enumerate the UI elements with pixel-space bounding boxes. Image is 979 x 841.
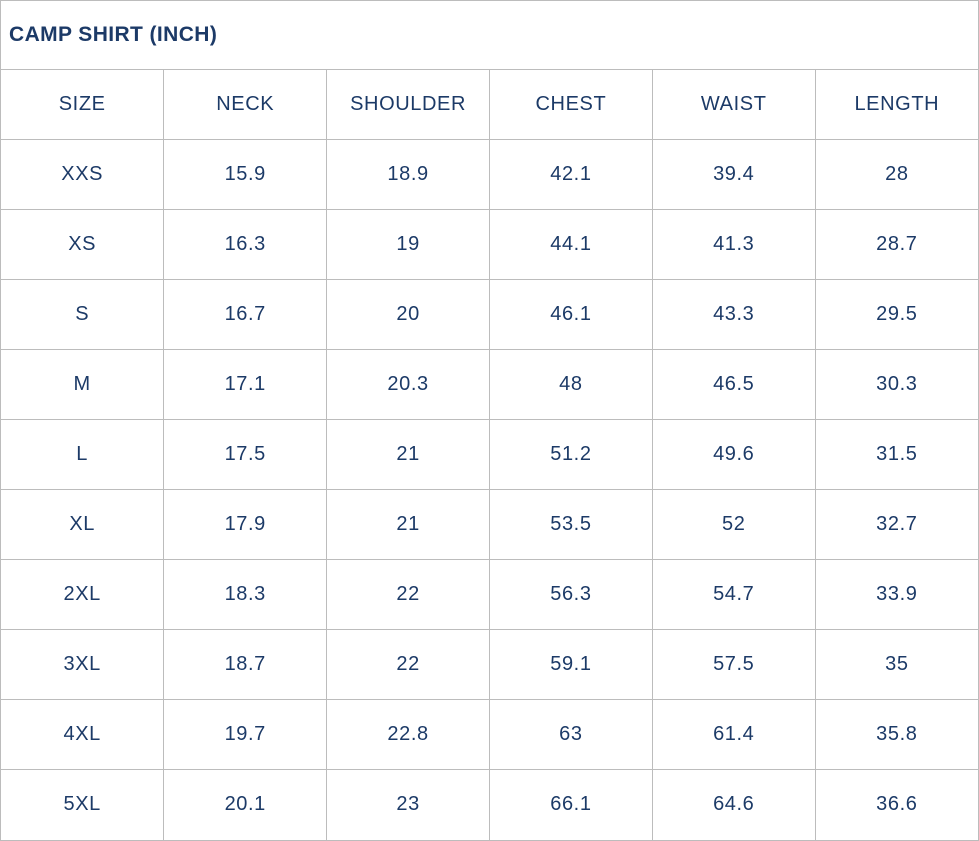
measurement-cell: 17.5 [163, 419, 328, 490]
size-label-cell: XXS [1, 139, 165, 210]
measurement-cell: 22 [326, 629, 490, 700]
table-row: 5XL 20.1 23 66.1 64.6 36.6 [1, 769, 978, 840]
size-label-cell: L [1, 419, 165, 490]
measurement-cell: 61.4 [651, 699, 816, 770]
measurement-cell: 57.5 [651, 629, 816, 700]
measurement-cell: 28 [814, 139, 978, 210]
column-header-length: LENGTH [814, 69, 978, 140]
column-header-chest: CHEST [488, 69, 653, 140]
measurement-cell: 51.2 [488, 419, 653, 490]
measurement-cell: 18.7 [163, 629, 328, 700]
table-row: 3XL 18.7 22 59.1 57.5 35 [1, 629, 978, 700]
measurement-cell: 36.6 [814, 769, 978, 840]
measurement-cell: 56.3 [488, 559, 653, 630]
measurement-cell: 35 [814, 629, 978, 700]
size-label-cell: 5XL [1, 769, 165, 840]
size-label-cell: 3XL [1, 629, 165, 700]
header-row: SIZE NECK SHOULDER CHEST WAIST LENGTH [1, 69, 978, 140]
measurement-cell: 22.8 [326, 699, 490, 770]
measurement-cell: 17.1 [163, 349, 328, 420]
measurement-cell: 16.7 [163, 279, 328, 350]
measurement-cell: 19 [326, 209, 490, 280]
measurement-cell: 29.5 [814, 279, 978, 350]
measurement-cell: 46.5 [651, 349, 816, 420]
measurement-cell: 39.4 [651, 139, 816, 210]
measurement-cell: 20.1 [163, 769, 328, 840]
table-row: 4XL 19.7 22.8 63 61.4 35.8 [1, 699, 978, 770]
column-header-shoulder: SHOULDER [326, 69, 490, 140]
measurement-cell: 49.6 [651, 419, 816, 490]
measurement-cell: 64.6 [651, 769, 816, 840]
table-row: S 16.7 20 46.1 43.3 29.5 [1, 279, 978, 350]
measurement-cell: 16.3 [163, 209, 328, 280]
measurement-cell: 20.3 [326, 349, 490, 420]
table-row: XL 17.9 21 53.5 52 32.7 [1, 489, 978, 560]
size-label-cell: S [1, 279, 165, 350]
measurement-cell: 22 [326, 559, 490, 630]
measurement-cell: 21 [326, 419, 490, 490]
column-header-neck: NECK [163, 69, 328, 140]
measurement-cell: 18.9 [326, 139, 490, 210]
measurement-cell: 20 [326, 279, 490, 350]
measurement-cell: 35.8 [814, 699, 978, 770]
size-label-cell: 2XL [1, 559, 165, 630]
size-label-cell: 4XL [1, 699, 165, 770]
measurement-cell: 33.9 [814, 559, 978, 630]
measurement-cell: 18.3 [163, 559, 328, 630]
measurement-cell: 23 [326, 769, 490, 840]
size-label-cell: M [1, 349, 165, 420]
size-chart-table: SIZE NECK SHOULDER CHEST WAIST LENGTH XX… [1, 69, 978, 840]
measurement-cell: 46.1 [488, 279, 653, 350]
measurement-cell: 31.5 [814, 419, 978, 490]
measurement-cell: 52 [651, 489, 816, 560]
measurement-cell: 17.9 [163, 489, 328, 560]
column-header-size: SIZE [1, 69, 165, 140]
measurement-cell: 21 [326, 489, 490, 560]
table-row: XXS 15.9 18.9 42.1 39.4 28 [1, 139, 978, 210]
measurement-cell: 42.1 [488, 139, 653, 210]
measurement-cell: 41.3 [651, 209, 816, 280]
size-chart-title: CAMP SHIRT (INCH) [9, 23, 218, 46]
table-row: L 17.5 21 51.2 49.6 31.5 [1, 419, 978, 490]
measurement-cell: 63 [488, 699, 653, 770]
measurement-cell: 53.5 [488, 489, 653, 560]
measurement-cell: 32.7 [814, 489, 978, 560]
table-row: M 17.1 20.3 48 46.5 30.3 [1, 349, 978, 420]
table-row: 2XL 18.3 22 56.3 54.7 33.9 [1, 559, 978, 630]
measurement-cell: 59.1 [488, 629, 653, 700]
column-header-waist: WAIST [651, 69, 816, 140]
table-row: XS 16.3 19 44.1 41.3 28.7 [1, 209, 978, 280]
size-label-cell: XS [1, 209, 165, 280]
measurement-cell: 48 [488, 349, 653, 420]
measurement-cell: 15.9 [163, 139, 328, 210]
measurement-cell: 43.3 [651, 279, 816, 350]
measurement-cell: 19.7 [163, 699, 328, 770]
measurement-cell: 30.3 [814, 349, 978, 420]
table-body: XXS 15.9 18.9 42.1 39.4 28 XS 16.3 19 44.1 41.3 28.… [1, 139, 978, 840]
measurement-cell: 54.7 [651, 559, 816, 630]
size-label-cell: XL [1, 489, 165, 560]
measurement-cell: 66.1 [488, 769, 653, 840]
measurement-cell: 44.1 [488, 209, 653, 280]
measurement-cell: 28.7 [814, 209, 978, 280]
